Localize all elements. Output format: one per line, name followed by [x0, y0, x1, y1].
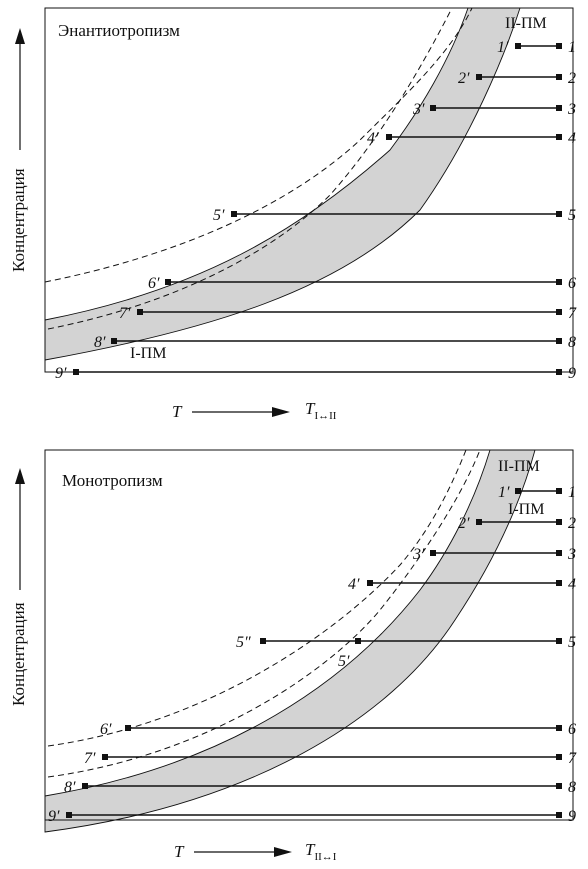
line-label-left: 6′: [100, 721, 112, 738]
tie-line-6: 6′ 6: [148, 275, 576, 292]
line-label-left: 2′: [458, 70, 470, 87]
line-label-right: 3: [567, 101, 576, 118]
line-label-left: 3′: [412, 546, 425, 563]
tie-line-6: 6′ 6: [100, 721, 576, 738]
solubility-curve-dashed-1: [44, 7, 473, 283]
line-label-right: 8: [568, 779, 576, 796]
solubility-curve-dashed-2: [47, 449, 481, 778]
tie-line-1: 1′ 1: [498, 484, 576, 501]
line-label-left: 4′: [367, 130, 379, 147]
line-label-right: 2: [568, 515, 576, 532]
panel-title: Энантиотропизм: [58, 21, 180, 40]
y-axis-arrow: [15, 28, 25, 150]
x-axis-label: T: [172, 402, 183, 421]
tie-line-3: 3′ 3: [412, 101, 576, 118]
tie-line-8: 8′ 8: [64, 779, 576, 796]
transition-temperature: TI↔II: [305, 399, 337, 422]
line-label-right: 9: [568, 365, 576, 382]
line-label-right: 1: [568, 39, 576, 56]
tie-line-4: 4′ 4: [348, 576, 576, 593]
tie-line-2: 2′ 2: [458, 515, 576, 532]
tie-line-5: 5″ 5′ 5: [236, 634, 576, 670]
x-axis-arrow: [192, 407, 290, 417]
line-label-left: 7′: [84, 750, 96, 767]
line-label-right: 1: [568, 484, 576, 501]
transition-temperature: TII↔I: [305, 840, 337, 863]
y-axis-arrow: [15, 468, 25, 590]
line-label-right: 9: [568, 808, 576, 825]
x-axis-arrow: [194, 847, 292, 857]
line-label-right: 7: [568, 305, 577, 322]
y-axis-label: Концентрация: [9, 602, 28, 706]
band-label-top: II-ПМ: [498, 458, 540, 475]
line-label-right: 2: [568, 70, 576, 87]
tie-line-3: 3′ 3: [412, 546, 576, 563]
line-label-right: 5: [568, 634, 576, 651]
line-label-left: 9′: [48, 808, 60, 825]
tie-line-5: 5′ 5: [213, 207, 576, 224]
tie-line-4: 4′ 4: [367, 130, 576, 147]
tie-line-2: 2′ 2: [458, 70, 576, 87]
metastable-band: [44, 7, 521, 361]
tie-line-7: 7′ 7: [84, 750, 577, 767]
line-label-right: 4: [568, 576, 576, 593]
line-label-left: 1′: [498, 484, 510, 501]
band-label-bottom: I-ПМ: [130, 345, 166, 362]
line-label-left: 2′: [458, 515, 470, 532]
line-label-right: 7: [568, 750, 577, 767]
tie-line-8: 8′ 8: [94, 334, 576, 351]
line-label-right: 4: [568, 130, 576, 147]
tie-line-1: 1′ 1: [497, 39, 576, 56]
line-label-left: 8′: [64, 779, 76, 796]
transition-temperature-subscript: II↔I: [314, 851, 336, 863]
tie-line-9: 9′ 9: [48, 808, 576, 825]
panel-frame: [44, 449, 574, 821]
line-label-right: 6: [568, 721, 576, 738]
panel-title: Монотропизм: [62, 471, 163, 490]
line-label-right: 5: [568, 207, 576, 224]
tie-line-9: 9′ 9: [55, 365, 576, 382]
tie-lines: 1′ 1 2′ 2 3′ 3 4′ 4: [55, 39, 577, 382]
line-label-left: 9′: [55, 365, 67, 382]
panel-enantiotropism: Концентрация Энантиотропизм II-ПМ I-ПМ 1…: [9, 7, 577, 422]
line-label-left: 3′: [412, 101, 425, 118]
transition-temperature-symbol: T: [305, 840, 316, 859]
transition-temperature-subscript: I↔II: [314, 410, 336, 422]
line-label-right: 3: [567, 546, 576, 563]
line-label-left: 5′: [338, 653, 350, 670]
solubility-curve-dashed-1: [47, 449, 467, 747]
line-label-left: 7′: [119, 305, 131, 322]
line-label-left: 8′: [94, 334, 106, 351]
line-label-right: 8: [568, 334, 576, 351]
panel-monotropism: Концентрация Монотропизм II-ПМ I-ПМ 1′ 1…: [9, 449, 577, 863]
solubility-curve-dashed-2: [47, 7, 453, 330]
y-axis-label: Концентрация: [9, 168, 28, 272]
band-label-bottom: I-ПМ: [508, 501, 544, 518]
line-label-right: 6: [568, 275, 576, 292]
x-axis-label: T: [174, 842, 185, 861]
line-label-extra: 5″: [236, 634, 251, 651]
line-label-left: 6′: [148, 275, 160, 292]
transition-temperature-symbol: T: [305, 399, 316, 418]
line-label-left: 1′: [497, 39, 509, 56]
band-label-top: II-ПМ: [505, 15, 547, 32]
tie-line-7: 7′ 7: [119, 305, 577, 322]
line-label-left: 4′: [348, 576, 360, 593]
tie-lines: 1′ 1 2′ 2 3′ 3 4′ 4: [48, 484, 577, 825]
line-label-left: 5′: [213, 207, 225, 224]
